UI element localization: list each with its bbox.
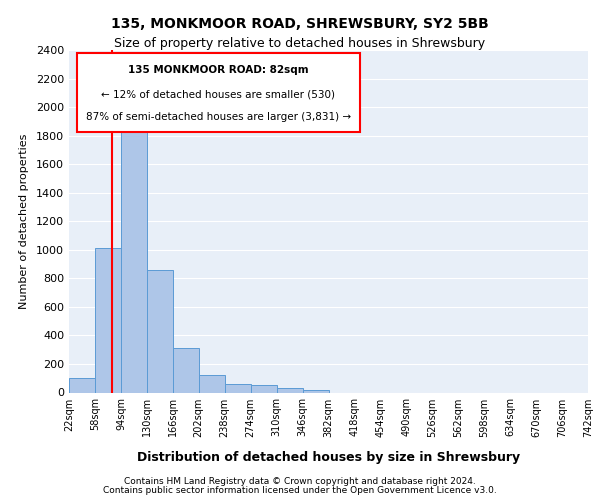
Text: 135, MONKMOOR ROAD, SHREWSBURY, SY2 5BB: 135, MONKMOOR ROAD, SHREWSBURY, SY2 5BB: [111, 18, 489, 32]
FancyBboxPatch shape: [77, 54, 359, 132]
Bar: [251, 386, 277, 392]
Text: 87% of semi-detached houses are larger (3,831) →: 87% of semi-detached houses are larger (…: [86, 112, 351, 122]
X-axis label: Distribution of detached houses by size in Shrewsbury: Distribution of detached houses by size …: [137, 450, 520, 464]
Bar: [121, 122, 147, 392]
Text: Contains HM Land Registry data © Crown copyright and database right 2024.: Contains HM Land Registry data © Crown c…: [124, 477, 476, 486]
Bar: [173, 348, 199, 393]
Text: Size of property relative to detached houses in Shrewsbury: Size of property relative to detached ho…: [115, 38, 485, 51]
Text: Contains public sector information licensed under the Open Government Licence v3: Contains public sector information licen…: [103, 486, 497, 495]
Text: 135 MONKMOOR ROAD: 82sqm: 135 MONKMOOR ROAD: 82sqm: [128, 66, 308, 76]
Text: ← 12% of detached houses are smaller (530): ← 12% of detached houses are smaller (53…: [101, 90, 335, 100]
Bar: [95, 248, 121, 392]
Bar: [225, 384, 251, 392]
Bar: [147, 270, 173, 392]
Bar: [277, 388, 302, 392]
Bar: [302, 390, 329, 392]
Bar: [69, 378, 95, 392]
Y-axis label: Number of detached properties: Number of detached properties: [19, 134, 29, 309]
Bar: [199, 376, 224, 392]
